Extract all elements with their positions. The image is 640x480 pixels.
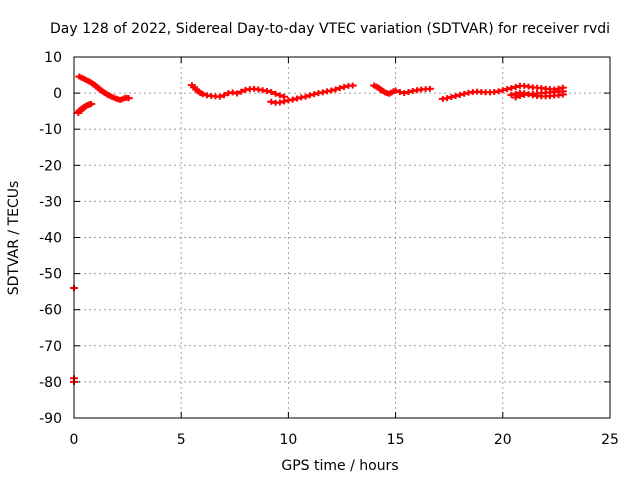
data-point — [520, 90, 529, 97]
data-point — [228, 89, 237, 96]
data-point — [305, 92, 314, 99]
data-point — [271, 90, 280, 97]
y-tick-label: -30 — [39, 194, 62, 210]
data-point — [275, 92, 284, 99]
data-point — [87, 100, 96, 107]
data-point — [275, 99, 284, 106]
plot-frame — [73, 56, 611, 419]
data-point — [511, 83, 520, 90]
y-tick-label: -90 — [39, 411, 62, 427]
data-point — [507, 91, 516, 98]
y-tick-label: -10 — [39, 122, 62, 138]
data-point — [262, 87, 271, 94]
y-tick-label: -60 — [39, 303, 62, 319]
y-tick-label: -20 — [39, 158, 62, 174]
x-tick-label: 10 — [279, 432, 297, 448]
y-tick-label: -80 — [39, 375, 62, 391]
data-point — [335, 85, 344, 92]
y-tick-label: -70 — [39, 339, 62, 355]
data-point — [391, 87, 400, 94]
data-point — [395, 89, 404, 96]
data-point — [348, 82, 357, 89]
data-point — [124, 95, 133, 102]
data-point — [220, 92, 229, 99]
data-point — [443, 95, 452, 102]
x-tick-label: 20 — [494, 432, 512, 448]
data-point — [558, 91, 567, 98]
data-point — [503, 86, 512, 93]
x-tick-label: 5 — [177, 432, 186, 448]
data-point — [237, 88, 246, 95]
x-tick-label: 25 — [601, 432, 619, 448]
data-point — [455, 91, 464, 98]
x-tick-label: 0 — [70, 432, 79, 448]
y-tick-label: -50 — [39, 267, 62, 283]
y-axis-label: SDTVAR / TECUs — [6, 181, 22, 296]
y-tick-label: 0 — [53, 86, 62, 102]
chart-title: Day 128 of 2022, Sidereal Day-to-day VTE… — [50, 21, 610, 37]
data-point — [400, 90, 409, 97]
data-point — [292, 95, 301, 102]
data-point — [267, 89, 276, 96]
data-point — [198, 91, 207, 98]
x-axis-label: GPS time / hours — [281, 458, 398, 474]
data-point — [447, 94, 456, 101]
data-points — [70, 73, 567, 385]
data-point — [511, 90, 520, 97]
data-point — [460, 90, 469, 97]
y-tick-label: -40 — [39, 231, 62, 247]
y-tick-label: 10 — [44, 50, 62, 66]
data-point — [288, 96, 297, 103]
data-point — [507, 85, 516, 92]
data-point — [318, 89, 327, 96]
data-point — [280, 98, 289, 105]
data-point — [498, 87, 507, 94]
data-point — [524, 91, 533, 98]
axis-ticks: 0 5 10 15 20 25 10 0 -10 -20 -30 -40 -50 -60 -70 -80 -90 — [39, 50, 619, 448]
data-point — [340, 83, 349, 90]
data-point — [451, 92, 460, 99]
data-point — [494, 88, 503, 95]
data-point — [327, 87, 336, 94]
data-point — [404, 89, 413, 96]
data-point — [425, 85, 434, 92]
data-point — [232, 90, 241, 97]
data-point — [215, 93, 224, 100]
data-point — [310, 91, 319, 98]
data-point — [267, 98, 276, 105]
data-point — [331, 86, 340, 93]
x-tick-label: 15 — [387, 432, 405, 448]
data-point — [301, 93, 310, 100]
grid — [74, 57, 610, 418]
